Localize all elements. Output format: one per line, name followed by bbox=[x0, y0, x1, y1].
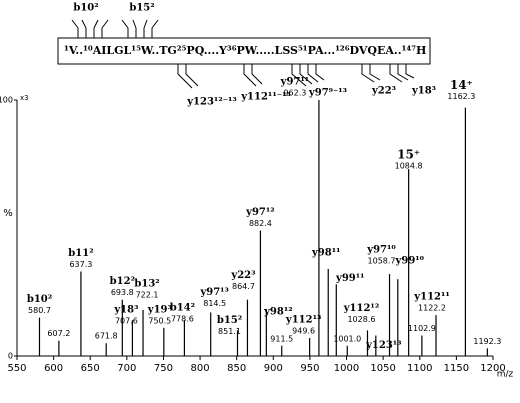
mz-label: 1058.7 bbox=[368, 257, 396, 266]
peak-label: b14² bbox=[170, 303, 195, 314]
mz-label: 671.8 bbox=[95, 332, 118, 341]
peak-label: 14⁺ bbox=[450, 78, 473, 92]
mz-label: 722.1 bbox=[136, 290, 159, 299]
peak-label: y98¹¹ bbox=[311, 247, 341, 258]
peak-label: 15⁺ bbox=[397, 148, 420, 162]
mz-label: 607.2 bbox=[47, 329, 70, 338]
fragment-arrows bbox=[71, 19, 415, 89]
peak-label: y97¹² bbox=[245, 207, 275, 218]
fragment-label: y112¹¹⁻¹³ bbox=[240, 92, 290, 103]
x-tick-label: 1150 bbox=[444, 363, 469, 374]
mz-label: 637.3 bbox=[69, 260, 92, 269]
x-tick-label: 1100 bbox=[407, 363, 432, 374]
peak-label: y98¹² bbox=[263, 306, 293, 317]
mz-label: 1028.6 bbox=[347, 315, 375, 324]
x-tick-label: 750 bbox=[154, 363, 173, 374]
mz-label: 962.3 bbox=[283, 89, 306, 98]
mz-label: 1001.0 bbox=[333, 334, 361, 343]
mz-label: 949.6 bbox=[292, 327, 315, 336]
fragment-label: b15² bbox=[129, 3, 154, 14]
fragment-label: y97⁹⁻¹³ bbox=[308, 88, 347, 99]
peak-label: y18³ bbox=[113, 305, 138, 316]
mz-label: 882.4 bbox=[249, 219, 272, 228]
peak-label: y19³ bbox=[147, 304, 172, 315]
peak-label: y22³ bbox=[230, 270, 255, 281]
mz-label: 1192.3 bbox=[473, 337, 501, 346]
peak-label: b11² bbox=[68, 248, 93, 259]
x-tick-label: 900 bbox=[264, 363, 283, 374]
mz-label: 851.1 bbox=[218, 327, 241, 336]
x-tick-label: 550 bbox=[7, 363, 26, 374]
fragment-label: y18³ bbox=[411, 86, 436, 97]
scale-label: x3 bbox=[20, 94, 29, 102]
peak-label: y112¹² bbox=[343, 303, 379, 314]
mz-label: 580.7 bbox=[28, 306, 51, 315]
fragment-label: b10² bbox=[73, 3, 98, 14]
mz-label: 1162.3 bbox=[447, 92, 475, 101]
peak-label: b12² bbox=[110, 276, 135, 287]
x-tick-label: 600 bbox=[44, 363, 63, 374]
peak-label: y112¹³ bbox=[285, 315, 321, 326]
fragment-label: y123¹²⁻¹³ bbox=[186, 97, 236, 108]
mz-label: 1102.9 bbox=[408, 324, 436, 333]
peak-label: b10² bbox=[27, 294, 52, 305]
y-tick-label: 100 bbox=[0, 96, 13, 105]
peak-label: b15² bbox=[217, 315, 242, 326]
x-tick-label: 1000 bbox=[334, 363, 359, 374]
x-tick-label: 1050 bbox=[370, 363, 395, 374]
x-tick-label: 850 bbox=[227, 363, 246, 374]
x-tick-label: 650 bbox=[81, 363, 100, 374]
x-tick-label: 700 bbox=[117, 363, 136, 374]
fragment-label: y22³ bbox=[371, 86, 396, 97]
mz-label: 778.6 bbox=[171, 315, 194, 324]
y-axis-label: % bbox=[3, 208, 13, 219]
mz-label: 911.5 bbox=[270, 334, 293, 343]
mz-label: 1084.8 bbox=[395, 162, 423, 171]
peak-label: y112¹¹ bbox=[413, 292, 449, 303]
mz-label: 707.6 bbox=[115, 317, 138, 326]
peak-label: y97¹³ bbox=[199, 287, 229, 298]
mz-label: 1122.2 bbox=[418, 304, 446, 313]
peak-label: y97¹¹ bbox=[280, 77, 310, 88]
mz-label: 693.8 bbox=[111, 288, 134, 297]
peak-label: b13² bbox=[134, 278, 159, 289]
sequence: ¹V..¹⁰AILGL¹⁵W..TG²⁵PQ....Y³⁶PW.....LSS⁵… bbox=[64, 44, 426, 57]
peak-label: y123¹³ bbox=[365, 340, 401, 351]
mz-label: 750.5 bbox=[148, 316, 171, 325]
peak-label: y97¹⁰ bbox=[366, 245, 396, 256]
x-tick-label: 950 bbox=[300, 363, 319, 374]
mz-label: 864.7 bbox=[232, 282, 255, 291]
mz-label: 814.5 bbox=[203, 299, 226, 308]
x-tick-label: 1200 bbox=[480, 363, 505, 374]
x-axis-label: m/z bbox=[497, 370, 514, 380]
y-tick-label: 0 bbox=[8, 352, 13, 361]
peak-label: y99¹¹ bbox=[335, 273, 365, 284]
x-tick-label: 800 bbox=[191, 363, 210, 374]
peak-label: y99¹⁰ bbox=[395, 256, 425, 267]
